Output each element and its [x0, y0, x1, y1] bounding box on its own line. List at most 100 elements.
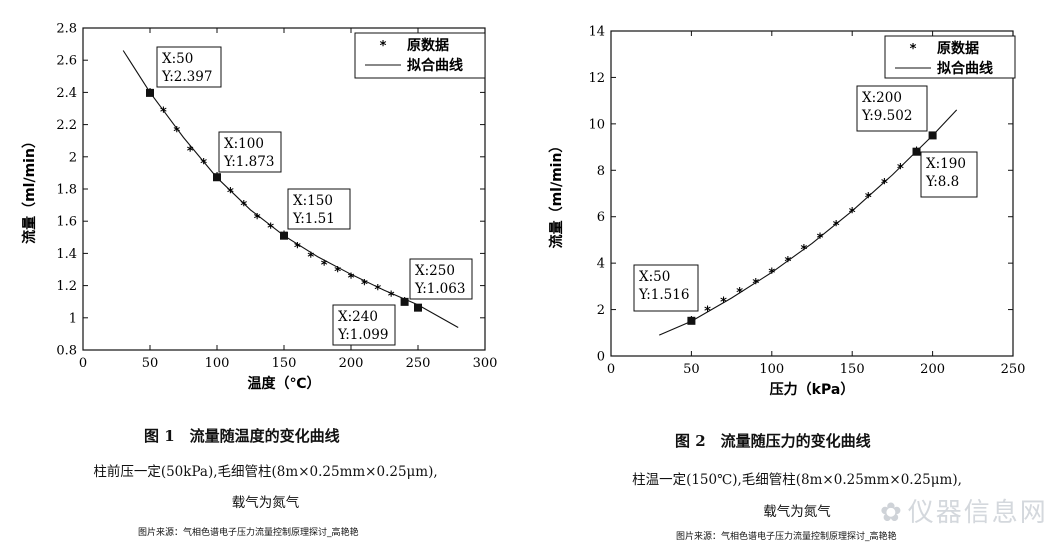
datatip-y-label: Y:8.8 [925, 174, 959, 190]
y-tick-label: 2.2 [56, 118, 77, 133]
data-point-marker: * [736, 286, 743, 301]
data-point-marker: * [388, 289, 395, 304]
data-point-marker: * [160, 106, 167, 121]
y-tick-label: 14 [588, 25, 605, 40]
data-point-marker: * [187, 144, 194, 159]
data-point-marker: * [752, 277, 759, 292]
y-tick-label: 10 [588, 117, 605, 132]
watermark: ✿ 仪器信息网 [880, 492, 1048, 529]
data-point-marker: * [704, 305, 711, 320]
datatip-y-label: Y:1.873 [223, 154, 274, 170]
datatip-box [409, 258, 473, 300]
data-point-marker: * [294, 241, 301, 256]
datatip-x-label: X:50 [162, 51, 193, 67]
y-tick-label: 2.8 [56, 22, 77, 37]
watermark-text: 仪器信息网 [907, 498, 1048, 528]
data-point-marker: * [321, 259, 328, 274]
data-point-marker: * [173, 125, 180, 140]
leaf-logo-icon: ✿ [880, 498, 904, 528]
datatip-box [633, 264, 699, 312]
x-axis-label: 温度（℃） [248, 375, 321, 392]
datatip-square [687, 316, 696, 325]
plot-frame [610, 30, 1014, 357]
data-point-marker: * [801, 243, 808, 258]
datatip-y-label: Y:1.51 [292, 211, 335, 227]
datatip-box [218, 131, 282, 173]
x-tick-label: 50 [683, 362, 700, 377]
datatip-square [280, 231, 288, 240]
datatip-box [920, 151, 978, 198]
x-tick-label: 300 [473, 356, 498, 371]
datatip-x-label: X:250 [415, 263, 455, 279]
legend-box [354, 32, 486, 79]
datatip-y-label: Y:9.502 [861, 108, 912, 124]
chart-temperature-flow: 0 50 100 150 200 250 300 0.8 1 1.2 1.4 1.6 1.8 2 2.2 2.… [21, 22, 498, 393]
x-tick-label: 200 [339, 356, 364, 371]
legend-label-fit: 拟合曲线 [937, 60, 993, 77]
x-tick-label: 200 [920, 362, 945, 377]
legend-label-fit: 拟合曲线 [407, 57, 463, 74]
data-point-marker: * [768, 266, 775, 281]
legend-marker-star: * [910, 42, 917, 57]
figure-1-caption-line2: 载气为氮气 [231, 495, 300, 511]
datatip-y-label: Y:2.397 [161, 69, 212, 85]
y-tick-label: 1.8 [56, 183, 77, 198]
y-tick-label: 2 [597, 303, 605, 318]
datatip-y-label: Y:1.516 [638, 287, 689, 303]
data-point-marker: * [240, 199, 247, 214]
figure-2: 0 50 100 150 200 250 0 2 4 6 8 10 12 14 压力（kPa） 流量（ml/m… [531, 0, 1063, 556]
data-point-marker: * [348, 272, 355, 287]
x-tick-label: 50 [142, 356, 159, 371]
data-point-marker: * [334, 265, 341, 280]
x-tick-label: 150 [840, 362, 865, 377]
y-tick-label: 1.6 [56, 215, 77, 230]
datatip-square [146, 88, 154, 97]
datatip-square [414, 303, 422, 312]
legend-box [884, 35, 1016, 79]
legend-label-original: 原数据 [937, 40, 979, 57]
datatip-x-label: X:100 [224, 136, 264, 152]
datatip-y-label: Y:1.099 [337, 327, 388, 343]
y-tick-label: 8 [597, 164, 605, 179]
x-tick-label: 250 [406, 356, 431, 371]
datatip-box [332, 304, 396, 346]
datatip-x-label: X:240 [338, 309, 378, 325]
data-point-marker: * [833, 219, 840, 234]
data-point-marker: * [817, 232, 824, 247]
datatip-box [856, 85, 928, 132]
data-point-marker: * [254, 212, 261, 227]
figure-2-caption-line2: 载气为氮气 [763, 504, 831, 520]
x-tick-label: 0 [79, 356, 87, 371]
figure-1-title: 图 1 流量随温度的变化曲线 [144, 427, 340, 445]
data-point-marker: * [720, 295, 727, 310]
x-axis-label: 压力（kPa） [770, 381, 855, 398]
data-point-marker: * [307, 251, 314, 266]
y-tick-label: 0.8 [56, 344, 77, 359]
data-point-marker: * [361, 278, 368, 293]
datatip-y-label: Y:1.063 [414, 281, 465, 297]
datatip-x-label: X:150 [293, 193, 333, 209]
datatip-x-label: X:200 [862, 90, 902, 106]
x-tick-label: 100 [205, 356, 230, 371]
chart-pressure-flow: 0 50 100 150 200 250 0 2 4 6 8 10 12 14 压力（kPa） 流量（ml/m… [548, 25, 1026, 399]
data-point-marker: * [849, 206, 856, 221]
data-point-marker: * [881, 177, 888, 192]
x-tick-label: 0 [607, 362, 615, 377]
data-point-marker: * [267, 222, 274, 237]
y-axis-label: 流量（ml/min） [548, 139, 565, 249]
datatip-x-label: X:50 [639, 269, 670, 285]
legend-label-original: 原数据 [407, 37, 449, 54]
datatip-square [928, 131, 937, 140]
y-tick-label: 4 [597, 257, 605, 272]
x-tick-label: 150 [272, 356, 297, 371]
figure-1-source: 图片来源：气相色谱电子压力流量控制原理探讨_高艳艳 [138, 528, 359, 538]
x-tick-label: 250 [1001, 362, 1026, 377]
y-tick-label: 2 [69, 150, 77, 165]
y-tick-label: 1 [69, 311, 77, 326]
datatip-square [400, 297, 409, 306]
data-point-marker: * [200, 157, 207, 172]
datatip-box [287, 188, 351, 230]
y-tick-label: 1.4 [56, 247, 77, 262]
y-tick-label: 2.4 [56, 86, 77, 101]
datatip-box [156, 46, 222, 88]
